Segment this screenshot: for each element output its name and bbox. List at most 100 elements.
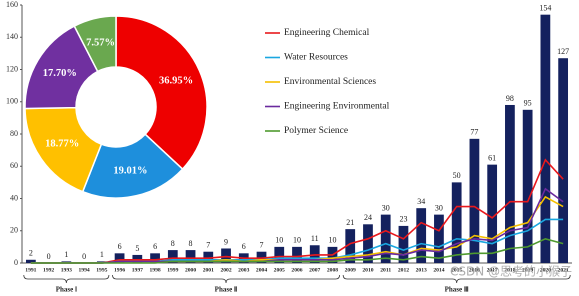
bar-value-label: 24 <box>364 213 372 222</box>
x-tick-label: 2004 <box>256 267 267 273</box>
bar <box>380 214 391 263</box>
bar <box>416 208 427 263</box>
y-tick-label: 160 <box>6 0 18 9</box>
bar <box>167 250 178 263</box>
bar-value-label: 77 <box>470 128 478 137</box>
bar <box>345 229 356 263</box>
y-tick-label: 40 <box>10 193 18 202</box>
x-tick-label: 1996 <box>114 267 125 273</box>
bar <box>203 251 214 263</box>
legend-label: Polymer Science <box>284 126 348 136</box>
bar-value-label: 0 <box>47 252 51 261</box>
x-tick-label: 2014 <box>433 267 444 273</box>
x-tick-label: 2007 <box>309 267 320 273</box>
bar <box>540 14 551 263</box>
y-tick-label: 120 <box>6 64 18 73</box>
bar <box>114 253 125 263</box>
x-tick-label: 2016 <box>469 267 480 273</box>
bar-value-label: 61 <box>488 153 496 162</box>
bar-value-label: 30 <box>382 203 390 212</box>
x-tick-label: 1993 <box>61 267 72 273</box>
bar-value-label: 6 <box>242 242 246 251</box>
donut-slice <box>115 15 208 171</box>
bar-value-label: 6 <box>118 242 122 251</box>
x-tick-label: 1999 <box>167 267 178 273</box>
bar <box>309 245 320 263</box>
x-tick-label: 2011 <box>380 267 391 273</box>
x-tick-label: 2009 <box>345 267 356 273</box>
series-line <box>30 187 564 264</box>
bar-value-label: 10 <box>275 236 283 245</box>
y-tick-label: 20 <box>10 226 18 235</box>
bar-value-label: 8 <box>189 239 193 248</box>
donut-slice <box>24 106 103 193</box>
bar-value-label: 10 <box>328 236 336 245</box>
bar-value-label: 30 <box>435 203 443 212</box>
x-tick-label: 1995 <box>96 267 107 273</box>
slice-label: 19.01% <box>113 165 147 176</box>
x-tick-label: 2003 <box>238 267 249 273</box>
bar-value-label: 127 <box>557 47 569 56</box>
phase-brace <box>112 274 340 284</box>
x-tick-label: 2018 <box>504 267 515 273</box>
bar <box>558 58 569 264</box>
bar-value-label: 34 <box>417 197 425 206</box>
x-tick-label: 2012 <box>398 267 409 273</box>
y-tick-label: 100 <box>6 97 18 106</box>
x-tick-label: 2010 <box>362 267 373 273</box>
x-tick-label: 1991 <box>25 267 36 273</box>
bar-value-label: 98 <box>506 94 514 103</box>
bar <box>256 251 267 263</box>
bar-value-label: 7 <box>206 241 210 250</box>
bar-value-label: 23 <box>399 215 407 224</box>
bar-value-label: 5 <box>135 244 139 253</box>
x-tick-label: 2019 <box>522 267 533 273</box>
bar-value-label: 0 <box>82 252 86 261</box>
bar <box>25 259 36 263</box>
bar <box>522 109 533 263</box>
series-line <box>30 158 564 264</box>
y-tick-label: 140 <box>6 32 18 41</box>
x-tick-label: 2006 <box>291 267 302 273</box>
bar-value-label: 11 <box>311 234 319 243</box>
y-tick-label: 60 <box>10 161 18 170</box>
bar <box>221 248 231 263</box>
bar-value-label: 10 <box>293 236 301 245</box>
bar-value-label: 50 <box>453 171 461 180</box>
y-tick-label: 80 <box>10 129 18 138</box>
legend-label: Water Resources <box>284 53 348 63</box>
phase-label: Phase Ⅰ <box>56 286 77 294</box>
x-tick-label: 2015 <box>451 267 462 273</box>
x-tick-label: 1997 <box>132 267 143 273</box>
slice-label: 7.57% <box>86 38 115 49</box>
watermark: CSDN @思考的小猴子 <box>450 264 572 279</box>
bar-value-label: 7 <box>260 241 264 250</box>
legend-label: Engineering Environmental <box>284 102 390 112</box>
bar-value-label: 21 <box>346 218 354 227</box>
phase-brace <box>342 274 571 284</box>
x-tick-label: 2020 <box>540 267 551 273</box>
bar <box>132 254 143 263</box>
bar-value-label: 2 <box>29 249 33 258</box>
bar-value-label: 154 <box>539 4 551 13</box>
y-tick-label: 0 <box>14 258 18 267</box>
bar <box>451 182 462 263</box>
slice-label: 17.70% <box>43 68 77 79</box>
bar-value-label: 8 <box>171 239 175 248</box>
bar <box>505 104 515 263</box>
x-tick-label: 1998 <box>149 267 160 273</box>
phase-label: Phase Ⅱ <box>215 286 238 294</box>
bar <box>469 138 480 263</box>
bar <box>274 246 285 263</box>
phase-brace <box>23 274 110 284</box>
bar <box>398 225 409 263</box>
bar <box>150 253 160 263</box>
x-tick-label: 2021 <box>558 267 569 273</box>
legend-label: Engineering Chemical <box>284 28 370 38</box>
bar <box>292 246 302 263</box>
x-tick-label: 2001 <box>203 267 214 273</box>
bar <box>185 250 196 263</box>
x-tick-label: 2002 <box>220 267 231 273</box>
x-tick-label: 2000 <box>185 267 196 273</box>
